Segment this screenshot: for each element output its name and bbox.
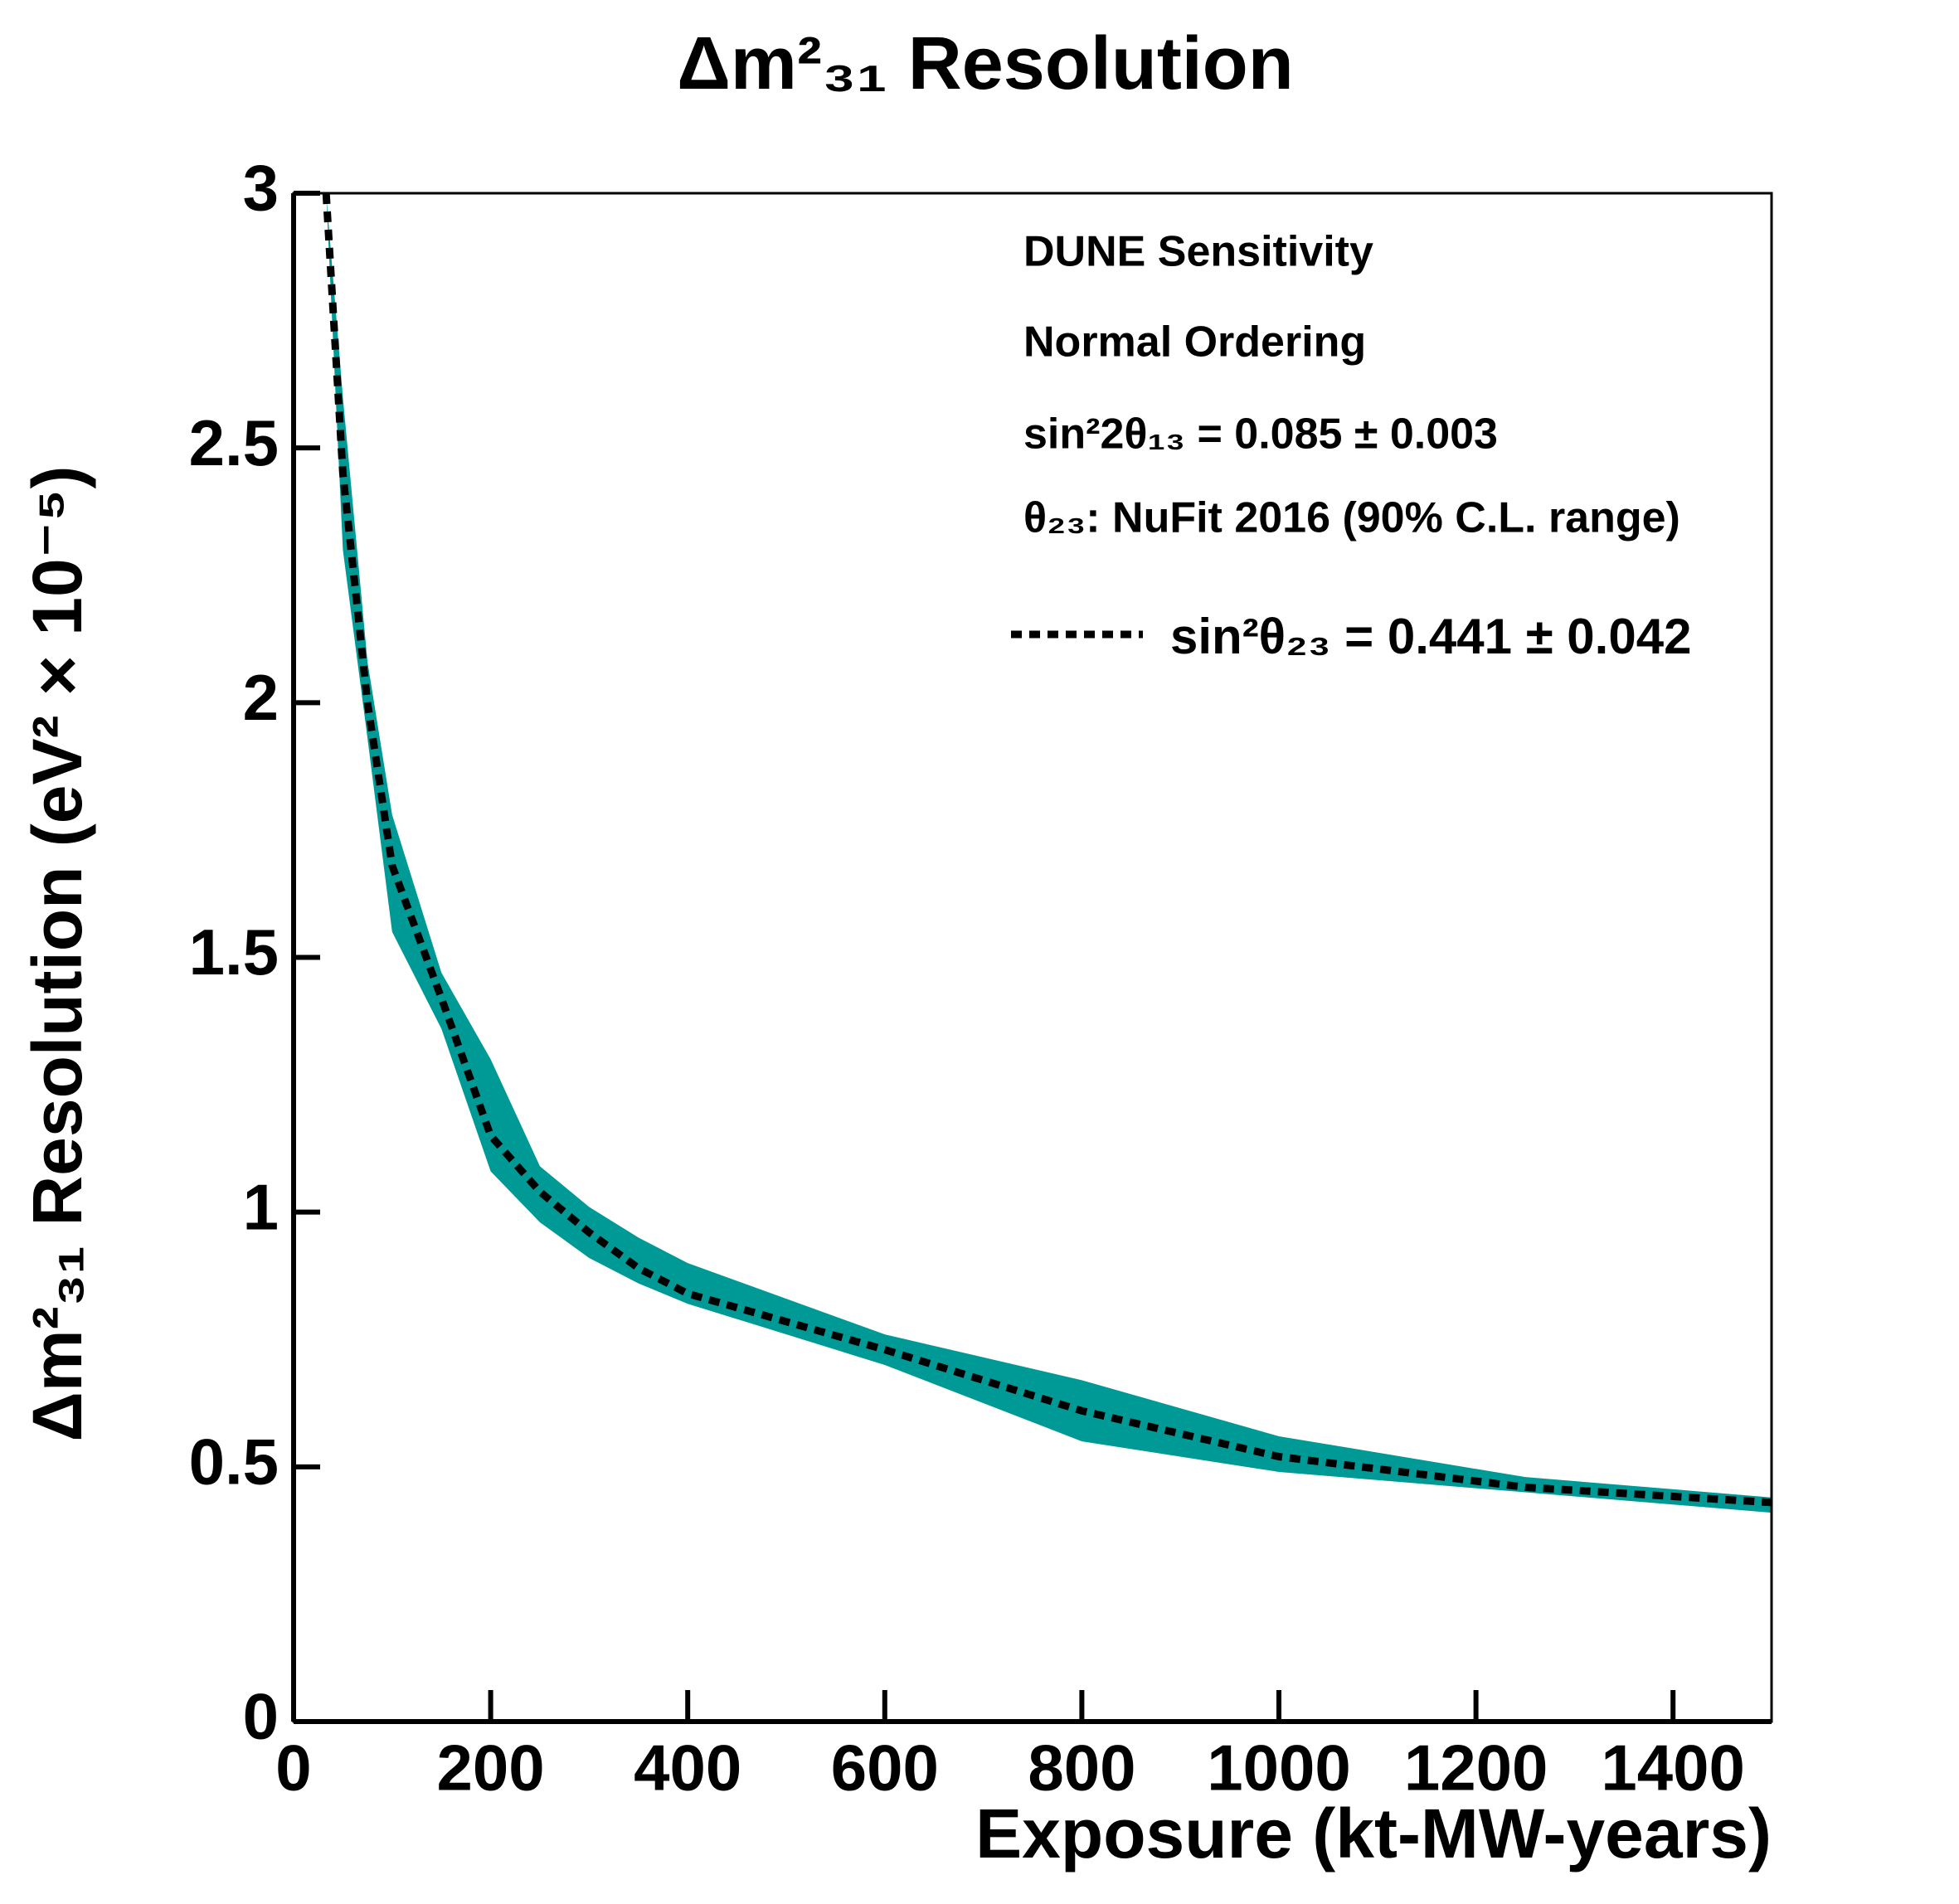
y-tick-label: 3 (243, 152, 279, 225)
x-axis-title: Exposure (kt-MW-years) (975, 1795, 1772, 1872)
annotation: DUNE Sensitivity (1023, 228, 1373, 276)
y-tick-label: 0.5 (189, 1425, 279, 1498)
x-tick-label: 0 (275, 1732, 311, 1804)
annotation: θ₂₃: NuFit 2016 (90% C.L. range) (1023, 494, 1680, 542)
y-tick-label: 1 (243, 1170, 279, 1243)
y-tick-label: 0 (243, 1680, 279, 1753)
x-tick-label: 800 (1028, 1732, 1135, 1804)
y-tick-label: 1.5 (189, 916, 279, 988)
annotation: Normal Ordering (1023, 318, 1366, 367)
y-tick-label: 2 (243, 661, 279, 734)
x-tick-label: 1000 (1207, 1732, 1351, 1804)
x-tick-label: 600 (831, 1732, 939, 1804)
chart-title: Δm²₃₁ Resolution (677, 22, 1294, 105)
x-tick-label: 1400 (1601, 1732, 1745, 1804)
x-tick-label: 200 (437, 1732, 545, 1804)
legend-label: sin²θ₂₃ = 0.441 ± 0.042 (1170, 609, 1691, 664)
y-axis-title: Δm²₃₁ Resolution (eV² × 10⁻⁵) (18, 466, 96, 1442)
line (322, 192, 1772, 1507)
band (326, 193, 1772, 1513)
y-tick-label: 2.5 (189, 406, 279, 479)
annotation: sin²2θ₁₃ = 0.085 ± 0.003 (1023, 410, 1498, 459)
x-tick-label: 1200 (1404, 1732, 1548, 1804)
x-tick-label: 400 (634, 1732, 741, 1804)
